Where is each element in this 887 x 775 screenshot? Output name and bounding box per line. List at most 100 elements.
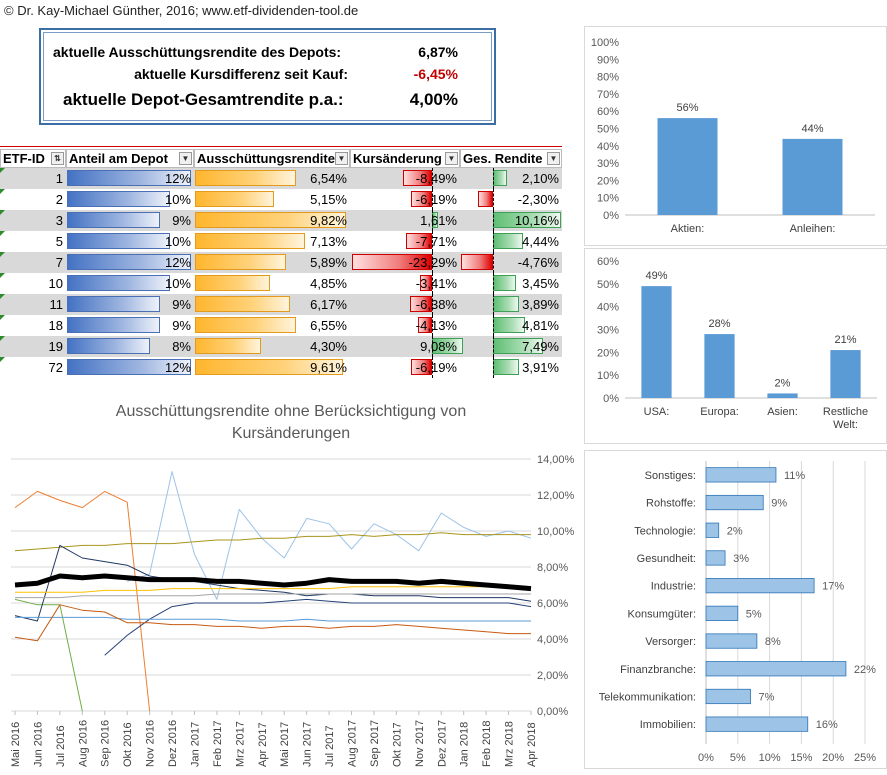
dropdown-icon[interactable]: ▼ <box>445 152 458 165</box>
axis-line <box>432 168 433 189</box>
y-tick-label: 90% <box>597 54 619 66</box>
y-tick-label: 0% <box>603 210 619 222</box>
cell-anteil: 9% <box>172 213 191 228</box>
chart-title: Ausschüttungsrendite ohne Berücksichtigu… <box>116 403 466 420</box>
cell-marker-icon <box>0 210 5 215</box>
table-row[interactable]: 19 8% 4,30% 9,08% 7,49% <box>0 336 562 357</box>
y-tick-label: 10% <box>597 193 619 205</box>
data-bar <box>195 170 296 186</box>
axis-line <box>493 168 494 189</box>
axis-line <box>493 252 494 273</box>
dropdown-icon[interactable]: ▼ <box>335 152 348 165</box>
table-row[interactable]: 3 9% 9,82% 1,61% 10,16% <box>0 210 562 231</box>
data-bar <box>67 359 191 375</box>
table-row[interactable]: 1 12% 6,54% -8,49% 2,10% <box>0 168 562 189</box>
x-tick-label: Jun 2017 <box>302 722 314 767</box>
data-bar <box>195 359 343 375</box>
table-row[interactable]: 18 9% 6,55% -4,13% 4,81% <box>0 315 562 336</box>
series-line <box>14 544 532 622</box>
cell-kurs: -6,19% <box>415 360 457 375</box>
region-bar-chart: 0% 10% 20% 30% 40% 50% 60% 49% USA: 28% Europa: 2% A… <box>597 256 877 431</box>
cell-marker-icon <box>0 357 5 362</box>
data-bar <box>195 296 291 312</box>
bar <box>705 688 751 705</box>
cell-ausschuettung: 5,15% <box>310 192 347 207</box>
cell-ges-rendite: 10,16% <box>514 213 559 228</box>
cell-ges-rendite: -2,30% <box>517 192 559 207</box>
x-tick-label: Jul 2017 <box>324 725 336 767</box>
header-label: Kursänderung <box>353 151 442 166</box>
x-tick-label: Dez 2017 <box>436 720 448 767</box>
header-label: Anteil am Depot <box>69 151 168 166</box>
header-label: Ausschüttungsrendite <box>197 151 335 166</box>
summary-box: aktuelle Ausschüttungsrendite des Depots… <box>39 28 496 125</box>
cell-ges-rendite: 4,44% <box>522 234 559 249</box>
data-bar <box>402 170 432 186</box>
category-label: Restliche <box>823 406 868 418</box>
header-etf-id[interactable]: ETF-ID ⇅ <box>0 149 66 168</box>
dropdown-icon[interactable]: ▼ <box>547 152 560 165</box>
summary-label-dividend: aktuelle Ausschüttungsrendite des Depots… <box>53 44 342 60</box>
table-row[interactable]: 10 10% 4,85% -3,41% 3,45% <box>0 273 562 294</box>
bar <box>705 467 777 483</box>
cell-marker-icon <box>0 273 5 278</box>
bar <box>641 286 672 398</box>
data-label: 11% <box>784 470 805 482</box>
chart-dividend-yield: Ausschüttungsrendite ohne Berücksichtigu… <box>0 385 580 769</box>
data-label: 28% <box>708 318 730 330</box>
table-row[interactable]: 5 10% 7,13% -7,71% 4,44% <box>0 231 562 252</box>
cell-marker-icon <box>0 336 5 341</box>
data-bar <box>195 338 262 354</box>
y-tick-label: 70% <box>597 89 619 101</box>
table-row[interactable]: 72 12% 9,61% -6,19% 3,91% <box>0 357 562 378</box>
cell-kurs: -8,49% <box>415 171 457 186</box>
data-label: 56% <box>676 102 698 114</box>
table-row[interactable]: 11 9% 6,17% -6,38% 3,89% <box>0 294 562 315</box>
cell-ges-rendite: 3,89% <box>522 297 559 312</box>
series-line <box>14 573 532 592</box>
y-tick-label: 14,00% <box>537 454 575 466</box>
data-label: 2% <box>775 377 791 389</box>
header-ges-rendite[interactable]: Ges. Rendite ▼ <box>460 149 562 168</box>
y-tick-label: 100% <box>591 37 619 49</box>
category-label: Sonstiges: <box>645 470 696 482</box>
header-kurs[interactable]: Kursänderung ▼ <box>350 149 460 168</box>
summary-label-total-return: aktuelle Depot-Gesamtrendite p.a.: <box>63 90 344 109</box>
data-bar <box>67 254 191 270</box>
series-line <box>15 593 531 599</box>
header-anteil[interactable]: Anteil am Depot ▼ <box>66 149 194 168</box>
chart-sector: 0% 5% 10% 15% 20% 25% 11% Sonstiges: 9% Rohstoffe… <box>584 450 887 769</box>
category-label: Asien: <box>767 406 798 418</box>
cell-ges-rendite: 2,10% <box>522 171 559 186</box>
data-bar <box>477 191 493 207</box>
x-tick-label: Aug 2016 <box>77 720 89 767</box>
summary-value-total-return: 4,00% <box>409 90 458 109</box>
data-bar <box>195 233 305 249</box>
table-row[interactable]: 7 12% 5,89% -23,29% -4,76% <box>0 252 562 273</box>
filter-icon[interactable]: ▼ <box>179 152 192 165</box>
y-tick-label: 10% <box>597 370 619 382</box>
header-ausschuettung[interactable]: Ausschüttungsrendite ▼ <box>194 149 350 168</box>
sort-filter-icon[interactable]: ⇅ <box>51 152 64 165</box>
y-tick-label: 2,00% <box>537 670 568 682</box>
data-bar <box>410 359 432 375</box>
x-tick-label: Nov 2017 <box>414 720 426 767</box>
x-tick-label: Jan 2018 <box>459 722 471 767</box>
bar <box>767 393 798 398</box>
cell-anteil: 12% <box>164 171 191 186</box>
series-line <box>14 490 151 712</box>
x-tick-label: Jul 2016 <box>55 725 67 767</box>
data-label: 21% <box>834 334 856 346</box>
cell-etf-id: 72 <box>48 360 63 375</box>
table-row[interactable]: 2 10% 5,15% -6,19% -2,30% <box>0 189 562 210</box>
category-label: USA: <box>644 406 670 418</box>
y-tick-label: 10,00% <box>537 526 575 538</box>
cell-marker-icon <box>0 294 5 299</box>
y-tick-label: 80% <box>597 72 619 84</box>
axis-line <box>493 336 494 357</box>
cell-anteil: 9% <box>172 297 191 312</box>
cell-anteil: 10% <box>164 234 191 249</box>
category-label: Konsumgüter: <box>628 608 696 620</box>
data-label: 22% <box>854 664 876 676</box>
asset-class-bar-chart: 0% 10% 20% 30% 40% 50% 60% 70% 80% 90% 100% 56% Akti… <box>591 37 875 235</box>
